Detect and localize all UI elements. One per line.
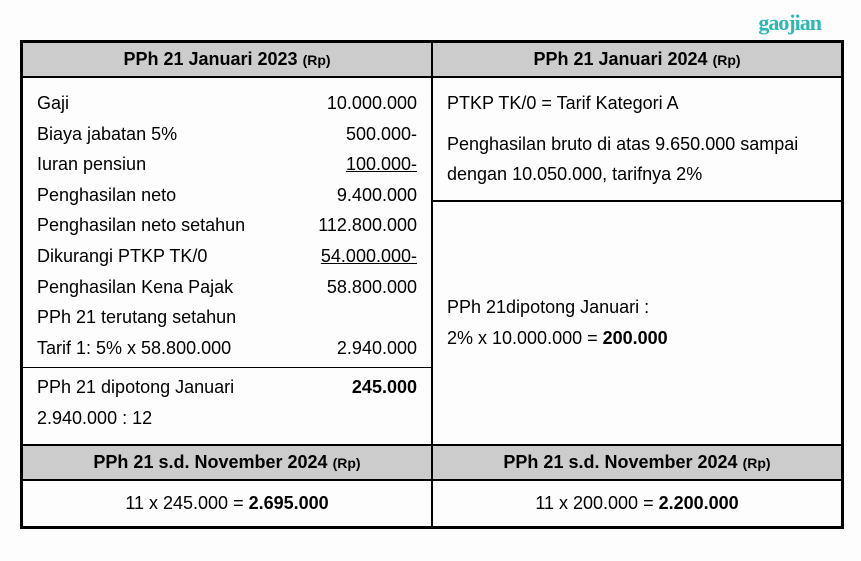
brand-logo: gaojian — [758, 10, 821, 35]
body-row: Gaji10.000.000Biaya jabatan 5%500.000-Iu… — [22, 77, 842, 445]
footer-left-calc-prefix: 11 x 245.000 = — [125, 493, 248, 513]
header-row: PPh 21 Januari 2023 (Rp) PPh 21 Januari … — [22, 42, 842, 77]
header-right: PPh 21 Januari 2024 (Rp) — [432, 42, 842, 77]
left-result-label-2: 2.940.000 : 12 — [37, 403, 234, 434]
right-bot-label: PPh 21dipotong Januari : — [447, 292, 827, 323]
table-row: Dikurangi PTKP TK/0 54.000.000- — [37, 241, 417, 272]
row-value: 10.000.000 — [287, 88, 417, 119]
table-row: Penghasilan neto setahun 112.800.000 — [37, 210, 417, 241]
row-label: Penghasilan Kena Pajak — [37, 272, 233, 303]
header-right-unit: (Rp) — [713, 52, 741, 68]
row-label: Dikurangi PTKP TK/0 — [37, 241, 207, 272]
row-label: Penghasilan neto — [37, 180, 176, 211]
footer-right-body: 11 x 200.000 = 2.200.000 — [432, 480, 842, 527]
row-label: Iuran pensiun — [37, 149, 146, 180]
right-top-line-2: Penghasilan bruto di atas 9.650.000 samp… — [447, 129, 827, 190]
row-value: 54.000.000- — [287, 241, 417, 272]
footer-header-left: PPh 21 s.d. November 2024 (Rp) — [22, 445, 432, 480]
logo-row: gaojian — [10, 10, 851, 40]
footer-right-calc-prefix: 11 x 200.000 = — [535, 493, 658, 513]
footer-header-row: PPh 21 s.d. November 2024 (Rp) PPh 21 s.… — [22, 445, 842, 480]
table-row: Penghasilan neto 9.400.000 — [37, 180, 417, 211]
footer-header-left-title: PPh 21 s.d. November 2024 — [93, 452, 327, 472]
table-row: Penghasilan Kena Pajak 58.800.000 — [37, 272, 417, 303]
footer-left-calc-result: 2.695.000 — [249, 493, 329, 513]
right-body: PTKP TK/0 = Tarif Kategori A Penghasilan… — [432, 77, 842, 445]
footer-header-right-unit: (Rp) — [743, 455, 771, 471]
table-row: PPh 21 terutang setahun — [37, 302, 417, 333]
row-value: 9.400.000 — [287, 180, 417, 211]
left-result-label-1: PPh 21 dipotong Januari — [37, 372, 234, 403]
left-result-label: PPh 21 dipotong Januari 2.940.000 : 12 — [37, 372, 234, 433]
left-divider — [23, 367, 431, 368]
footer-header-left-unit: (Rp) — [333, 455, 361, 471]
row-label: Biaya jabatan 5% — [37, 119, 177, 150]
right-bottom-section: PPh 21dipotong Januari : 2% x 10.000.000… — [433, 202, 841, 444]
row-value: 100.000- — [287, 149, 417, 180]
table-row: Tarif 1: 5% x 58.800.000 2.940.000 — [37, 333, 417, 364]
row-label: Tarif 1: 5% x 58.800.000 — [37, 333, 231, 364]
header-left-unit: (Rp) — [303, 52, 331, 68]
table-row: Gaji 10.000.000 — [37, 88, 417, 119]
footer-right-calc-result: 2.200.000 — [659, 493, 739, 513]
row-label: PPh 21 terutang setahun — [37, 302, 236, 333]
left-body: Gaji10.000.000Biaya jabatan 5%500.000-Iu… — [22, 77, 432, 445]
right-bot-calc-prefix: 2% x 10.000.000 = — [447, 328, 603, 348]
left-result-row: PPh 21 dipotong Januari 2.940.000 : 12 2… — [37, 372, 417, 433]
left-result-value: 245.000 — [287, 372, 417, 403]
footer-body-row: 11 x 245.000 = 2.695.000 11 x 200.000 = … — [22, 480, 842, 527]
row-value: 2.940.000 — [287, 333, 417, 364]
row-value: 58.800.000 — [287, 272, 417, 303]
row-value: 112.800.000 — [287, 210, 417, 241]
row-value: 500.000- — [287, 119, 417, 150]
right-bot-calc: 2% x 10.000.000 = 200.000 — [447, 323, 827, 354]
footer-left-body: 11 x 245.000 = 2.695.000 — [22, 480, 432, 527]
right-top-line-1: PTKP TK/0 = Tarif Kategori A — [447, 88, 827, 119]
row-label: Penghasilan neto setahun — [37, 210, 245, 241]
header-left-title: PPh 21 Januari 2023 — [123, 49, 297, 69]
right-top-section: PTKP TK/0 = Tarif Kategori A Penghasilan… — [433, 78, 841, 202]
table-row: Iuran pensiun 100.000- — [37, 149, 417, 180]
table-row: Biaya jabatan 5% 500.000- — [37, 119, 417, 150]
header-right-title: PPh 21 Januari 2024 — [533, 49, 707, 69]
footer-header-right: PPh 21 s.d. November 2024 (Rp) — [432, 445, 842, 480]
right-bot-calc-result: 200.000 — [603, 328, 668, 348]
header-left: PPh 21 Januari 2023 (Rp) — [22, 42, 432, 77]
comparison-table: PPh 21 Januari 2023 (Rp) PPh 21 Januari … — [20, 40, 844, 529]
row-label: Gaji — [37, 88, 69, 119]
footer-header-right-title: PPh 21 s.d. November 2024 — [503, 452, 737, 472]
